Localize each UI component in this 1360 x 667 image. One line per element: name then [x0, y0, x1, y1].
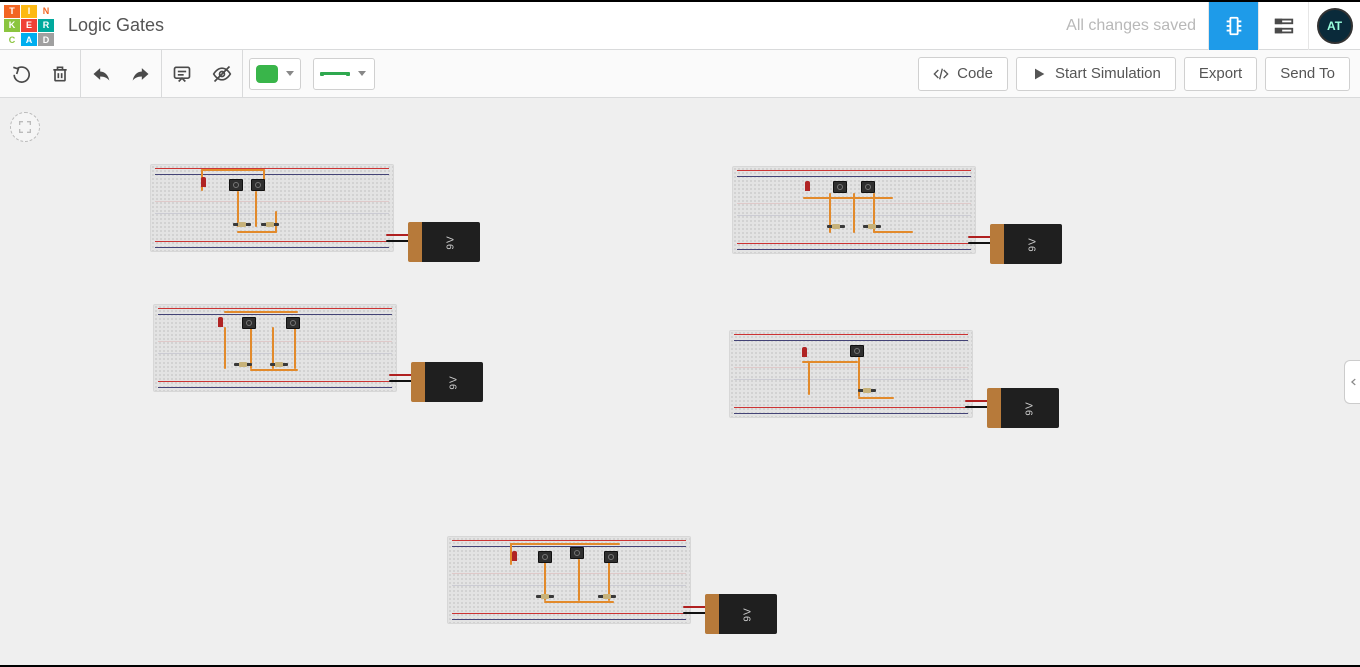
wire[interactable]: [201, 169, 265, 171]
code-icon: [933, 66, 949, 82]
toolbar: Code Start Simulation Export Send To: [0, 50, 1360, 98]
resistor[interactable]: [234, 363, 252, 366]
wire[interactable]: [275, 211, 277, 233]
wire[interactable]: [802, 361, 858, 363]
code-button[interactable]: Code: [918, 57, 1008, 91]
wire[interactable]: [803, 197, 893, 199]
design-canvas[interactable]: 9V 9V 9V 9V 9V: [0, 98, 1360, 667]
ic-chip[interactable]: [286, 317, 300, 329]
resistor[interactable]: [827, 225, 845, 228]
wire-style-picker[interactable]: [313, 58, 375, 90]
led[interactable]: [802, 347, 807, 357]
delete-button[interactable]: [40, 50, 80, 98]
wire[interactable]: [224, 327, 226, 369]
undo-button[interactable]: [81, 50, 121, 98]
component-color-picker[interactable]: [249, 58, 301, 90]
breadboard[interactable]: [150, 164, 394, 252]
ic-chip[interactable]: [570, 547, 584, 559]
components-drawer-handle[interactable]: [1344, 360, 1360, 404]
send-to-label: Send To: [1280, 65, 1335, 82]
export-label: Export: [1199, 65, 1242, 82]
export-button[interactable]: Export: [1184, 57, 1257, 91]
battery-9v[interactable]: 9V: [705, 594, 777, 634]
resistor[interactable]: [858, 389, 876, 392]
ic-chip[interactable]: [850, 345, 864, 357]
wire[interactable]: [853, 193, 855, 233]
profile-menu[interactable]: AT: [1308, 2, 1360, 50]
wire-sample: [322, 72, 348, 75]
wire[interactable]: [544, 601, 614, 603]
circuit-assembly[interactable]: 9V: [732, 166, 976, 254]
breadboard[interactable]: [732, 166, 976, 254]
wire[interactable]: [255, 191, 257, 227]
code-label: Code: [957, 65, 993, 82]
breadboard[interactable]: [153, 304, 397, 392]
led[interactable]: [512, 551, 517, 561]
circuit-assembly[interactable]: 9V: [729, 330, 973, 418]
led[interactable]: [218, 317, 223, 327]
resistor[interactable]: [536, 595, 554, 598]
wire[interactable]: [873, 231, 913, 233]
zoom-to-fit-button[interactable]: [10, 112, 40, 142]
annotate-button[interactable]: [162, 50, 202, 98]
wire[interactable]: [578, 559, 580, 601]
resistor[interactable]: [863, 225, 881, 228]
start-simulation-button[interactable]: Start Simulation: [1016, 57, 1176, 91]
battery-9v[interactable]: 9V: [408, 222, 480, 262]
tinkercad-logo[interactable]: TINKERCAD: [4, 5, 54, 47]
wire[interactable]: [858, 397, 894, 399]
ic-chip[interactable]: [251, 179, 265, 191]
battery-9v[interactable]: 9V: [990, 224, 1062, 264]
visibility-button[interactable]: [202, 50, 242, 98]
breadboard[interactable]: [447, 536, 691, 624]
wire[interactable]: [250, 369, 298, 371]
ic-chip[interactable]: [538, 551, 552, 563]
battery-9v[interactable]: 9V: [411, 362, 483, 402]
wire[interactable]: [510, 543, 620, 545]
battery-9v[interactable]: 9V: [987, 388, 1059, 428]
wire[interactable]: [237, 231, 277, 233]
app-header: TINKERCAD Logic Gates All changes saved …: [0, 2, 1360, 50]
rotate-button[interactable]: [0, 50, 40, 98]
project-title[interactable]: Logic Gates: [68, 15, 164, 36]
wire[interactable]: [808, 361, 810, 395]
chevron-down-icon: [358, 71, 366, 76]
circuit-assembly[interactable]: 9V: [153, 304, 397, 392]
resistor[interactable]: [233, 223, 251, 226]
ic-chip[interactable]: [861, 181, 875, 193]
view-schematic-button[interactable]: [1258, 2, 1308, 50]
color-swatch: [256, 65, 278, 83]
resistor[interactable]: [270, 363, 288, 366]
resistor[interactable]: [261, 223, 279, 226]
send-to-button[interactable]: Send To: [1265, 57, 1350, 91]
start-simulation-label: Start Simulation: [1055, 65, 1161, 82]
wire[interactable]: [294, 327, 296, 369]
led[interactable]: [805, 181, 810, 191]
breadboard[interactable]: [729, 330, 973, 418]
redo-button[interactable]: [121, 50, 161, 98]
view-circuit-button[interactable]: [1208, 2, 1258, 50]
ic-chip[interactable]: [242, 317, 256, 329]
wire[interactable]: [224, 311, 298, 313]
resistor[interactable]: [598, 595, 616, 598]
circuit-assembly[interactable]: 9V: [447, 536, 691, 624]
ic-chip[interactable]: [833, 181, 847, 193]
ic-chip[interactable]: [604, 551, 618, 563]
play-icon: [1031, 66, 1047, 82]
led[interactable]: [201, 177, 206, 187]
circuit-assembly[interactable]: 9V: [150, 164, 394, 252]
avatar: AT: [1317, 8, 1353, 44]
save-status: All changes saved: [1066, 17, 1196, 35]
ic-chip[interactable]: [229, 179, 243, 191]
chevron-down-icon: [286, 71, 294, 76]
